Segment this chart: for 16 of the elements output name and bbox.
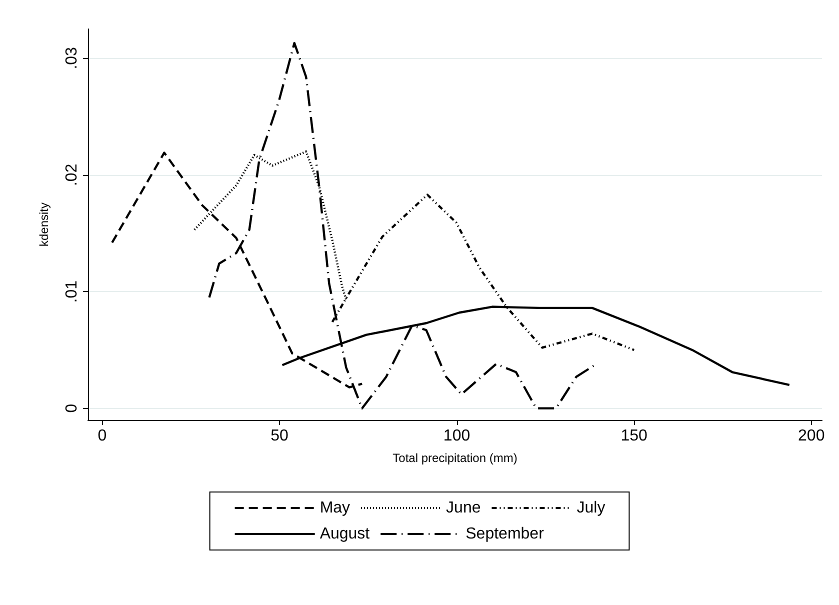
x-tick-label: 200 xyxy=(798,428,825,444)
y-tick-label: 0 xyxy=(64,404,80,413)
x-axis-title: Total precipitation (mm) xyxy=(392,451,518,465)
legend-label: June xyxy=(446,500,481,516)
x-tick-label: 0 xyxy=(98,428,107,444)
legend-label: July xyxy=(576,500,606,516)
y-tick-label: .02 xyxy=(64,164,80,186)
y-tick-label: .01 xyxy=(64,280,80,303)
x-tick-label: 100 xyxy=(443,428,470,444)
legend-label: May xyxy=(320,500,350,516)
x-tick-label: 50 xyxy=(270,428,288,444)
x-tick-label: 150 xyxy=(620,428,648,444)
y-axis-title: kdensity xyxy=(37,202,51,247)
legend-label: September xyxy=(466,526,545,542)
y-tick-label: .03 xyxy=(64,46,80,70)
legend-label: August xyxy=(320,526,370,542)
